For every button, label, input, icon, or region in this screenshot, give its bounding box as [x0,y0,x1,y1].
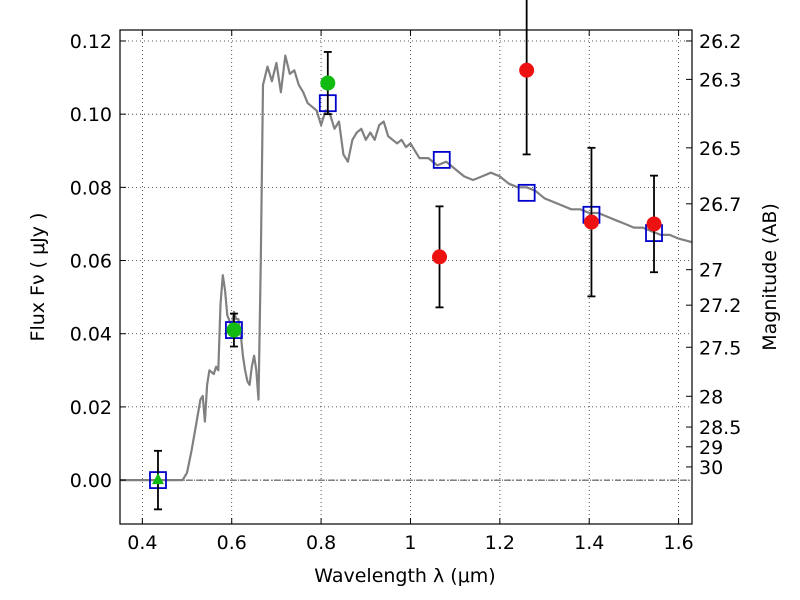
y2-tick-label: 26.3 [699,69,741,91]
detection-point [320,75,336,91]
y2-tick-label: 30 [699,457,723,479]
photometry-point [432,249,448,265]
y2-tick-label: 28 [699,386,723,408]
x-tick-label: 1.4 [574,532,604,554]
y2-tick-label: 27.2 [699,295,741,317]
y2-tick-label: 27.5 [699,337,741,359]
y2-axis-label: Magnitude (AB) [759,203,781,351]
y-axis-label: Flux Fν ( μJy ) [27,213,49,342]
detection-point [226,322,242,338]
x-tick-label: 0.4 [127,532,157,554]
detection-triangle-point [151,473,164,485]
model-flux-box [432,151,451,169]
model-flux-boxes [149,94,663,489]
y-tick-label: 0.00 [70,470,112,492]
photometry-point [646,216,662,232]
y-tick-label: 0.06 [70,251,112,273]
y2-tick-label: 26.7 [699,194,741,216]
y-tick-label: 0.12 [70,31,112,53]
x-tick-label: 0.8 [306,532,336,554]
x-axis-label: Wavelength λ (μm) [314,565,495,587]
photometry-point [519,62,535,78]
y2-tick-label: 27 [699,260,723,282]
photometry-point [583,214,599,230]
y-tick-label: 0.02 [70,397,112,419]
plot-frame [119,29,693,525]
y2-tick-label: 26.2 [699,31,741,53]
y-tick-label: 0.10 [70,104,112,126]
error-bars [153,0,659,511]
x-tick-label: 1.2 [485,532,515,554]
x-tick-label: 1 [404,532,416,554]
x-tick-label: 1.6 [663,532,693,554]
grid-lines [120,30,692,524]
x-tick-label: 0.6 [217,532,247,554]
y2-tick-label: 29 [699,437,723,459]
y-tick-label: 0.08 [70,177,112,199]
photometry-points [151,62,662,485]
x-axis-ticks: 0.4 0.6 0.8 1 1.2 1.4 1.6 [127,30,694,554]
model-flux-box [517,183,536,202]
y2-tick-label: 26.5 [699,138,741,160]
y-tick-label: 0.04 [70,324,112,346]
y2-tick-label: 28.5 [699,417,741,439]
y-axis-ticks: 0.00 0.02 0.04 0.06 0.08 0.10 0.12 [70,31,126,492]
model-spectrum-curve [120,54,693,482]
